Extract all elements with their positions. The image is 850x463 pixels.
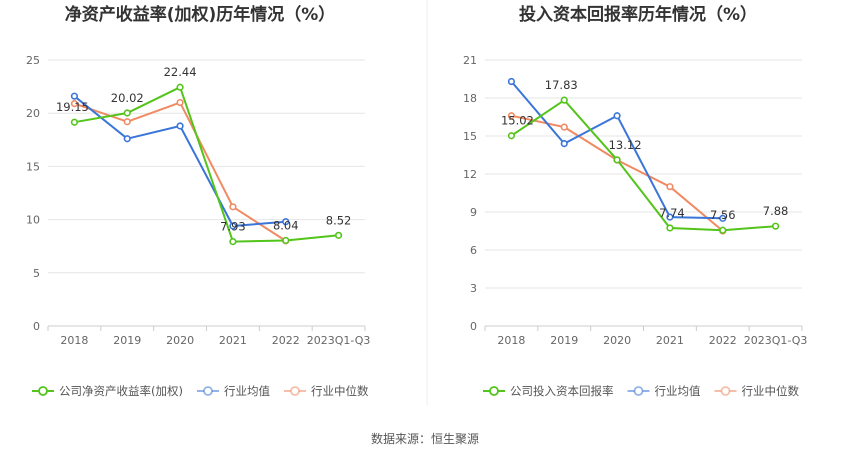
chart1-point-company — [123, 109, 131, 117]
chart2-x-tick-label: 2019 — [550, 334, 578, 347]
chart2-point-company — [507, 132, 516, 140]
chart2-x-tick-label: 2022 — [709, 334, 737, 347]
chart2-data-label: 13.12 — [609, 138, 642, 152]
chart2-point-median — [507, 112, 516, 120]
chart2-legend-swatch-marker — [720, 386, 731, 396]
chart2-data-label: 15.02 — [501, 114, 534, 128]
chart2-point-company — [613, 156, 621, 164]
chart1-legend-label: 公司净资产收益率(加权) — [59, 384, 183, 398]
chart2-legend-swatch-marker — [633, 386, 644, 396]
chart2-y-tick-label: 9 — [470, 206, 477, 219]
chart1-point-avg — [176, 122, 184, 130]
chart1-point-avg — [70, 92, 79, 100]
chart2-point-median — [560, 123, 568, 131]
chart1-point-company — [334, 231, 343, 239]
chart1-point-avg — [229, 222, 237, 230]
chart1-x-tick-label: 2021 — [219, 334, 247, 347]
chart1-series-line-company — [74, 86, 339, 243]
chart1-x-tick-label: 2020 — [166, 334, 194, 347]
chart2-point-avg — [719, 214, 727, 222]
chart1-point-company — [176, 83, 184, 91]
chart2-data-label: 7.88 — [763, 204, 789, 218]
chart1-y-tick-label: 5 — [33, 267, 40, 280]
chart2-point-company — [666, 224, 674, 232]
chart1-data-label: 19.15 — [56, 100, 89, 114]
chart1-data-label: 7.93 — [220, 220, 246, 234]
chart1-data-label: 8.52 — [326, 213, 352, 227]
chart2-legend-swatch-marker — [489, 386, 499, 396]
chart2-data-label: 7.56 — [710, 208, 736, 222]
chart1-data-label: 22.44 — [164, 65, 197, 79]
chart1-data-label: 20.02 — [111, 91, 144, 105]
chart1-y-tick-label: 0 — [33, 320, 40, 333]
chart2-x-tick-label: 2020 — [603, 334, 631, 347]
chart2-point-avg — [613, 112, 621, 120]
chart1-legend-label: 行业中位数 — [311, 384, 369, 398]
chart1-point-company — [229, 238, 237, 246]
chart1-x-tick-label: 2019 — [113, 334, 141, 347]
chart1-legend-swatch-marker — [203, 386, 213, 396]
chart1-y-tick-label: 10 — [26, 214, 40, 227]
chart1-point-avg — [123, 135, 131, 143]
chart1-data-label: 8.04 — [273, 218, 299, 232]
chart1-y-tick-label: 20 — [26, 107, 40, 120]
chart1-legend-swatch-marker — [290, 386, 300, 396]
chart2-y-tick-label: 6 — [470, 244, 477, 257]
data-source-note: 数据来源：恒生聚源 — [371, 431, 479, 446]
chart1-point-median — [229, 203, 237, 211]
chart1-point-median — [176, 98, 184, 107]
chart2-point-company — [719, 226, 727, 234]
chart2-x-tick-label: 2018 — [497, 334, 525, 347]
chart1-point-median — [70, 100, 79, 108]
chart2-title: 投入资本回报率历年情况（%） — [519, 4, 757, 25]
chart2-y-tick-label: 21 — [463, 54, 477, 67]
chart1-x-tick-label: 2022 — [272, 334, 300, 347]
chart1-point-median — [123, 118, 131, 126]
chart2-series-line-median — [511, 114, 724, 232]
chart2-point-avg — [507, 77, 516, 86]
chart1-point-company — [282, 236, 290, 245]
chart2-point-company — [771, 222, 780, 230]
chart2-legend-label: 行业均值 — [655, 384, 701, 398]
chart2-y-tick-label: 0 — [470, 320, 477, 333]
chart1-title: 净资产收益率(加权)历年情况（%） — [65, 4, 336, 25]
chart1-y-tick-label: 25 — [26, 54, 40, 67]
chart2-y-tick-label: 15 — [463, 130, 477, 143]
chart2-data-label: 17.83 — [545, 78, 578, 92]
chart2-data-label: 7.74 — [659, 206, 685, 220]
chart1-series-line-avg — [73, 95, 286, 227]
chart2-point-median — [666, 183, 674, 191]
chart1-x-tick-label: 2023Q1-Q3 — [307, 334, 371, 347]
chart1-legend-label: 行业均值 — [224, 384, 270, 398]
chart1-x-tick-label: 2018 — [60, 334, 88, 347]
chart2-y-tick-label: 12 — [463, 168, 477, 181]
chart2-x-tick-label: 2021 — [656, 334, 684, 347]
chart2-point-company — [560, 96, 568, 104]
chart1-legend-swatch-marker — [38, 386, 48, 396]
chart2-y-tick-label: 18 — [463, 92, 477, 105]
chart2-x-tick-label: 2023Q1-Q3 — [744, 334, 808, 347]
chart2-legend-label: 公司投入资本回报率 — [510, 384, 614, 398]
chart1-point-avg — [282, 218, 290, 226]
chart2-series-line-company — [510, 99, 776, 232]
chart2-y-tick-label: 3 — [470, 282, 477, 295]
chart2-point-avg — [666, 213, 674, 221]
chart1-point-company — [70, 118, 79, 126]
chart2-point-avg — [560, 140, 568, 148]
chart1-y-tick-label: 15 — [26, 160, 40, 173]
chart2-legend-label: 行业中位数 — [742, 384, 800, 398]
